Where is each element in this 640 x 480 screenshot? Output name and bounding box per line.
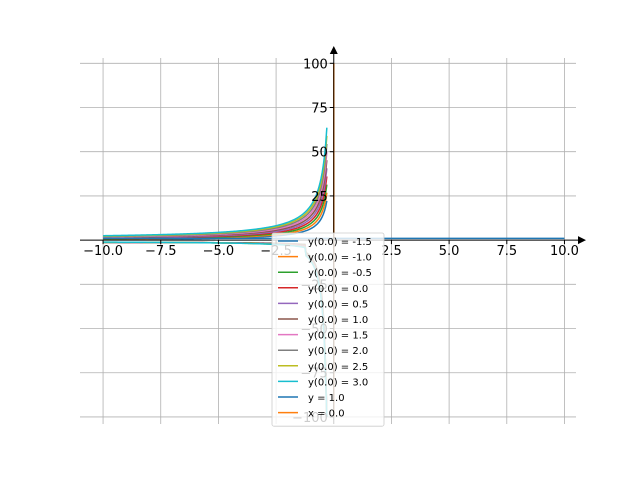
legend-label: y(0.0) = -1.0: [308, 253, 372, 264]
x-tick-label: 7.5: [496, 244, 517, 259]
legend-label: y(0.0) = 1.5: [308, 331, 368, 342]
series-line-upper: [103, 160, 328, 239]
x-tick-label: −10.0: [83, 244, 123, 259]
series-line-upper: [103, 143, 328, 238]
y-tick-label: 75: [311, 102, 328, 117]
legend-label: y(0.0) = 0.0: [308, 284, 368, 295]
x-tick-label: 2.5: [381, 244, 402, 259]
x-tick-label: 10.0: [550, 244, 579, 259]
y-tick-label: 25: [311, 190, 328, 205]
series-line-upper: [103, 127, 328, 237]
legend-label: y(0.0) = 2.0: [308, 346, 368, 357]
legend-label: y(0.0) = 0.5: [308, 299, 368, 310]
legend-box: [271, 232, 385, 427]
series-line-upper: [103, 151, 328, 238]
y-tick-label: 50: [311, 146, 328, 161]
x-tick-label: −7.5: [145, 244, 177, 259]
legend-label: y(0.0) = 2.5: [308, 362, 368, 373]
y-axis-arrow: [329, 46, 338, 54]
legend-label: y(0.0) = 1.0: [308, 315, 368, 326]
legend-label: x = 0.0: [308, 409, 345, 420]
legend-label: y(0.0) = -1.5: [308, 237, 372, 248]
x-tick-label: 5.0: [439, 244, 460, 259]
y-tick-label: 100: [303, 57, 328, 72]
legend-label: y(0.0) = -0.5: [308, 268, 372, 279]
legend: y(0.0) = -1.5 y(0.0) = -1.0 y(0.0) = -0.5 y…: [271, 232, 385, 427]
legend-label: y = 1.0: [308, 393, 345, 404]
series-line-upper: [103, 168, 328, 239]
series-line-upper: [103, 184, 328, 240]
series-line-upper: [103, 176, 328, 239]
x-axis-arrow: [578, 236, 586, 245]
x-tick-label: −5.0: [203, 244, 235, 259]
legend-label: y(0.0) = 3.0: [308, 377, 368, 388]
series-line-upper: [103, 135, 328, 237]
